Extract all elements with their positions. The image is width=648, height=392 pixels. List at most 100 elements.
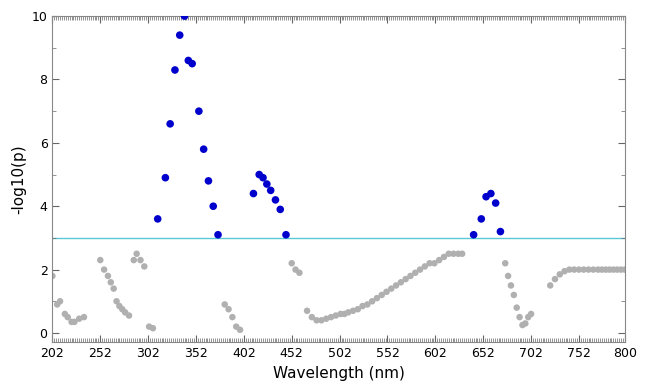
Point [559, 268, 570, 274]
Point [343, 309, 353, 316]
Point [457, 250, 467, 257]
Point [495, 229, 505, 235]
Point [424, 260, 435, 267]
Point [443, 250, 454, 257]
Point [353, 306, 363, 312]
Point [290, 267, 301, 273]
Point [152, 216, 163, 222]
Point [429, 260, 439, 267]
Point [294, 270, 305, 276]
Point [208, 203, 218, 209]
Point [103, 273, 113, 279]
Point [569, 267, 579, 273]
Point [220, 301, 230, 308]
Point [248, 191, 259, 197]
Point [165, 121, 176, 127]
Point [74, 316, 84, 322]
Point [258, 174, 268, 181]
Point [120, 309, 130, 316]
Point [523, 314, 533, 320]
Point [316, 317, 327, 323]
Point [555, 271, 565, 278]
Point [608, 267, 619, 273]
Point [448, 250, 459, 257]
Point [63, 314, 73, 320]
Y-axis label: -log10(p): -log10(p) [11, 145, 26, 214]
Point [111, 298, 122, 305]
Point [194, 108, 204, 114]
Point [362, 301, 373, 308]
Point [619, 267, 630, 273]
Point [415, 267, 425, 273]
Point [307, 314, 317, 320]
Point [372, 295, 382, 301]
Point [386, 285, 397, 292]
Point [605, 267, 615, 273]
Point [128, 257, 139, 263]
Point [55, 298, 65, 305]
Point [132, 250, 142, 257]
Point [198, 146, 209, 152]
Point [545, 282, 555, 289]
Point [391, 282, 401, 289]
Point [616, 267, 626, 273]
Point [420, 263, 430, 270]
Point [139, 263, 150, 270]
Point [476, 216, 487, 222]
Point [358, 303, 368, 309]
Point [281, 232, 291, 238]
Point [453, 250, 463, 257]
Point [588, 267, 599, 273]
Point [381, 289, 391, 295]
Point [79, 314, 89, 320]
Point [376, 292, 387, 298]
Point [520, 320, 531, 327]
Point [183, 57, 194, 64]
Point [434, 257, 445, 263]
Point [114, 303, 124, 309]
Point [227, 314, 238, 320]
Point [515, 314, 525, 320]
Point [144, 323, 154, 330]
Point [405, 273, 415, 279]
Point [66, 319, 76, 325]
Point [326, 314, 336, 320]
Point [312, 317, 322, 323]
Point [550, 276, 560, 282]
Point [235, 327, 245, 333]
Point [203, 178, 214, 184]
Point [95, 257, 106, 263]
Point [52, 301, 62, 308]
Point [135, 257, 146, 263]
Point [179, 13, 190, 19]
Point [262, 181, 272, 187]
Point [339, 311, 349, 317]
Point [69, 319, 80, 325]
Point [348, 308, 358, 314]
Point [60, 311, 70, 317]
Point [336, 311, 346, 317]
Point [47, 273, 58, 279]
Point [213, 232, 223, 238]
Point [511, 305, 522, 311]
Point [573, 267, 584, 273]
Point [275, 206, 285, 212]
Point [367, 298, 377, 305]
Point [330, 312, 341, 319]
Point [187, 60, 198, 67]
Point [321, 316, 331, 322]
Point [302, 308, 312, 314]
Point [148, 325, 158, 331]
Point [509, 292, 519, 298]
Point [117, 306, 128, 312]
Point [174, 32, 185, 38]
Point [231, 323, 242, 330]
Point [439, 254, 449, 260]
Point [593, 267, 603, 273]
Point [410, 270, 421, 276]
Point [469, 232, 479, 238]
Point [597, 267, 607, 273]
Point [486, 191, 496, 197]
Point [500, 260, 511, 267]
Point [286, 260, 297, 267]
